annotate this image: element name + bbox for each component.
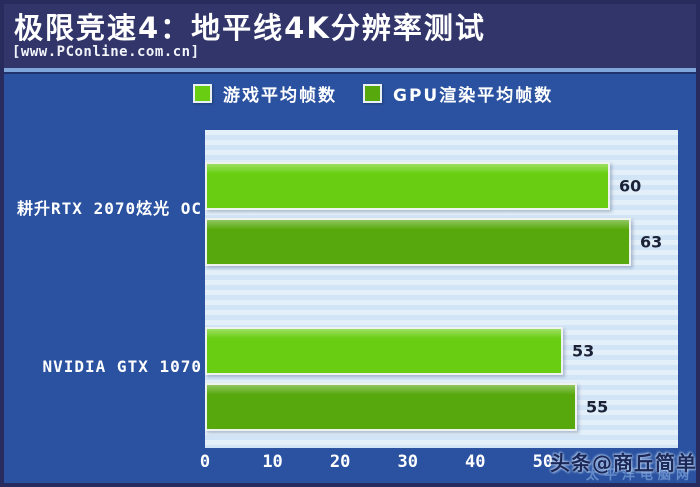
chart-header: 极限竞速4：地平线4K分辨率测试 [www.PConline.com.cn] [0, 0, 700, 68]
bar-value-label: 60 [619, 176, 642, 196]
watermark-faint: 太平洋电脑网 [585, 468, 694, 483]
x-tick-label: 10 [262, 452, 283, 472]
x-axis: 0 10 20 30 40 50 [0, 452, 700, 476]
legend-label-gpu-fps: GPU渲染平均帧数 [393, 85, 554, 106]
legend-label-game-fps: 游戏平均帧数 [223, 85, 337, 106]
category-label-rtx2070: 耕升RTX 2070炫光 OC [17, 199, 202, 218]
watermark: 头条@商丘简单 [550, 451, 697, 475]
header-divider-shadow [0, 72, 700, 74]
source-url: [www.PConline.com.cn] [12, 44, 200, 60]
x-tick-label: 30 [397, 452, 418, 472]
x-tick-label: 50 [532, 452, 554, 472]
bar-gtx1070-series0 [205, 327, 563, 375]
bar-rtx2070-series0 [205, 162, 610, 210]
plot-area: 60 63 53 55 [205, 130, 678, 448]
header-divider [0, 68, 700, 72]
bar-value-label: 63 [640, 232, 663, 252]
x-tick-label: 40 [465, 452, 486, 472]
legend-swatch-gpu-icon [363, 83, 382, 103]
legend-item-game-fps: 游戏平均帧数 [193, 81, 337, 106]
legend: 游戏平均帧数 GPU渲染平均帧数 [193, 81, 553, 106]
page-title: 极限竞速4：地平线4K分辨率测试 [14, 11, 486, 45]
bar-rtx2070-series1 [205, 218, 631, 266]
category-label-gtx1070: NVIDIA GTX 1070 [42, 357, 202, 376]
bar-value-label: 55 [586, 397, 609, 417]
x-tick-label: 20 [329, 452, 351, 472]
bar-value-label: 53 [572, 341, 595, 361]
legend-item-gpu-fps: GPU渲染平均帧数 [363, 81, 553, 106]
legend-swatch-game-icon [193, 83, 212, 103]
x-tick-label: 0 [199, 452, 211, 472]
bar-gtx1070-series1 [205, 383, 577, 431]
